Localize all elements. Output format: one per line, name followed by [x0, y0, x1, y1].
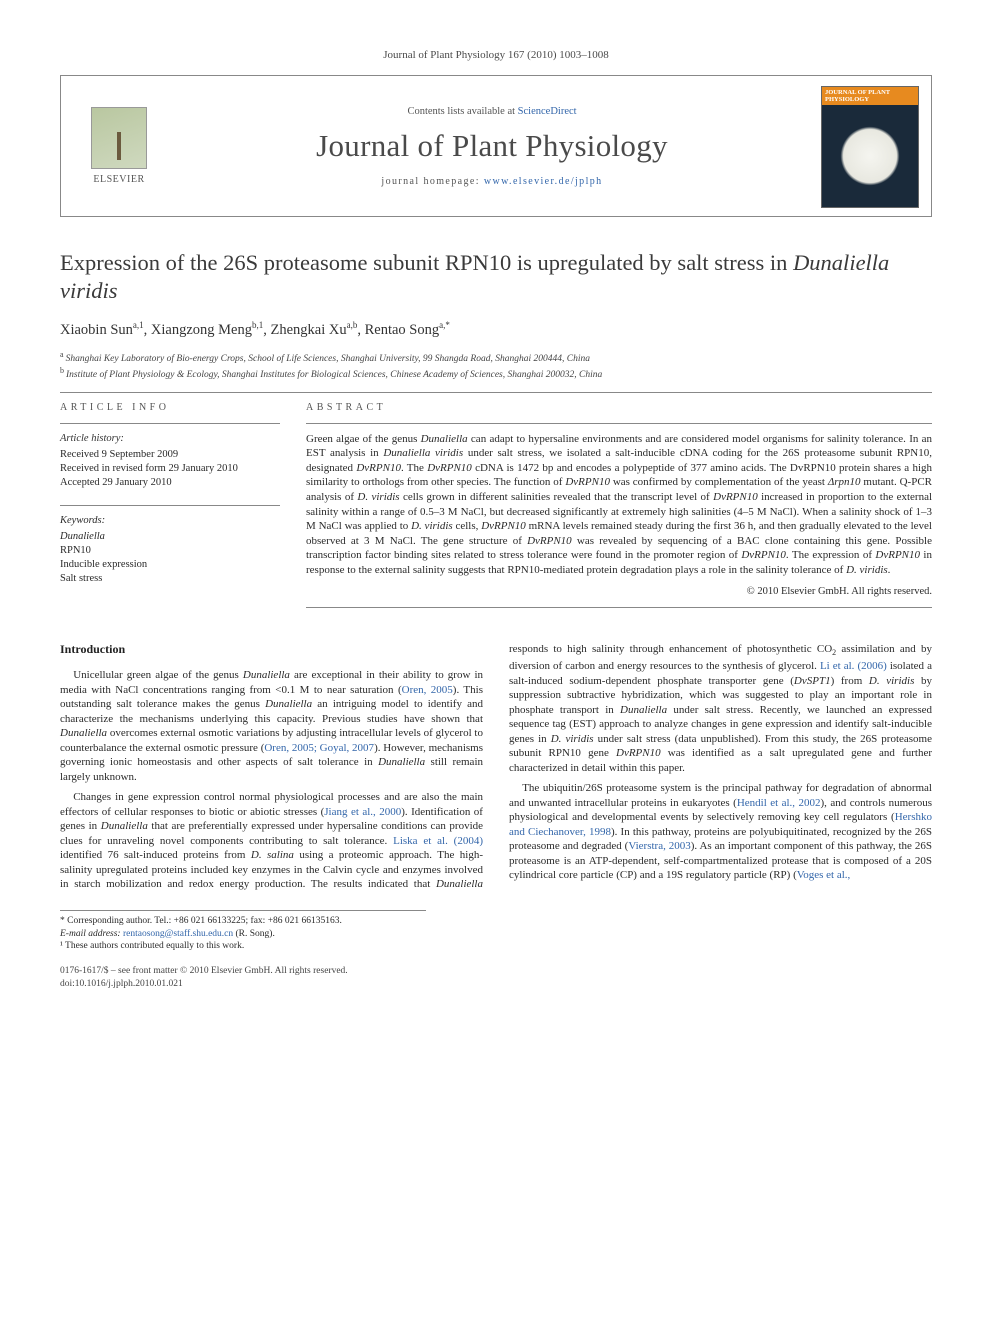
body-columns: Introduction Unicellular green algae of … — [60, 642, 932, 892]
elsevier-tree-icon — [91, 107, 147, 169]
divider — [60, 423, 280, 424]
email-line: E-mail address: rentaosong@staff.shu.edu… — [60, 928, 426, 941]
author-list: Xiaobin Suna,1, Xiangzong Mengb,1, Zheng… — [60, 319, 932, 340]
history-list: Received 9 September 2009 Received in re… — [60, 448, 280, 491]
divider — [306, 607, 932, 608]
publisher-logo: ELSEVIER — [75, 99, 163, 195]
doi: doi:10.1016/j.jplph.2010.01.021 — [60, 978, 932, 991]
info-abstract-row: ARTICLE INFO Article history: Received 9… — [60, 401, 932, 616]
footnotes: * Corresponding author. Tel.: +86 021 66… — [60, 910, 426, 953]
equal-contribution: ¹ These authors contributed equally to t… — [60, 940, 426, 953]
article-title: Expression of the 26S proteasome subunit… — [60, 249, 932, 305]
divider — [60, 505, 280, 506]
keyword: RPN10 — [60, 544, 280, 558]
keyword: Salt stress — [60, 572, 280, 586]
history-item: Accepted 29 January 2010 — [60, 476, 280, 490]
author: Xiangzong Mengb,1 — [151, 322, 263, 338]
history-item: Received in revised form 29 January 2010 — [60, 462, 280, 476]
sciencedirect-link[interactable]: ScienceDirect — [518, 106, 577, 117]
keyword: Inducible expression — [60, 558, 280, 572]
front-matter: 0176-1617/$ – see front matter © 2010 El… — [60, 965, 932, 978]
email-link[interactable]: rentaosong@staff.shu.edu.cn — [123, 929, 233, 939]
divider — [306, 423, 932, 424]
keywords-head: Keywords: — [60, 514, 280, 528]
sciencedirect-line: Contents lists available at ScienceDirec… — [177, 105, 807, 119]
history-head: Article history: — [60, 432, 280, 446]
abstract-block: ABSTRACT Green algae of the genus Dunali… — [306, 401, 932, 616]
history-item: Received 9 September 2009 — [60, 448, 280, 462]
keyword: Dunaliella — [60, 530, 280, 544]
abstract-copyright: © 2010 Elsevier GmbH. All rights reserve… — [306, 585, 932, 599]
journal-name: Journal of Plant Physiology — [177, 125, 807, 167]
homepage-line: journal homepage: www.elsevier.de/jplph — [177, 175, 807, 189]
abstract-text: Green algae of the genus Dunaliella can … — [306, 432, 932, 577]
affiliation: bInstitute of Plant Physiology & Ecology… — [60, 366, 932, 382]
journal-cover: JOURNAL OF PLANT PHYSIOLOGY — [821, 86, 919, 208]
sd-prefix: Contents lists available at — [407, 106, 517, 117]
masthead: ELSEVIER Contents lists available at Sci… — [60, 75, 932, 217]
publisher-name: ELSEVIER — [93, 173, 144, 187]
email-label: E-mail address: — [60, 929, 121, 939]
email-who: (R. Song). — [236, 929, 275, 939]
affiliations: aShanghai Key Laboratory of Bio-energy C… — [60, 350, 932, 382]
homepage-link[interactable]: www.elsevier.de/jplph — [484, 176, 603, 187]
affiliation: aShanghai Key Laboratory of Bio-energy C… — [60, 350, 932, 366]
cover-image — [822, 105, 918, 207]
footer: 0176-1617/$ – see front matter © 2010 El… — [60, 965, 932, 991]
author: Rentao Songa,* — [365, 322, 450, 338]
author: Xiaobin Suna,1 — [60, 322, 144, 338]
masthead-center: Contents lists available at ScienceDirec… — [177, 105, 807, 189]
body-text: Unicellular green algae of the genus Dun… — [60, 642, 932, 892]
corresponding-author: * Corresponding author. Tel.: +86 021 66… — [60, 915, 426, 928]
running-header: Journal of Plant Physiology 167 (2010) 1… — [60, 48, 932, 63]
section-heading-introduction: Introduction — [60, 642, 483, 658]
cover-label: JOURNAL OF PLANT PHYSIOLOGY — [822, 87, 918, 105]
article-info: ARTICLE INFO Article history: Received 9… — [60, 401, 280, 616]
divider — [60, 392, 932, 393]
homepage-prefix: journal homepage: — [381, 176, 483, 187]
abstract-heading: ABSTRACT — [306, 401, 932, 415]
title-part-a: Expression of the 26S proteasome subunit… — [60, 250, 793, 275]
keywords-list: Dunaliella RPN10 Inducible expression Sa… — [60, 530, 280, 587]
info-heading: ARTICLE INFO — [60, 401, 280, 415]
author: Zhengkai Xua,b — [270, 322, 357, 338]
